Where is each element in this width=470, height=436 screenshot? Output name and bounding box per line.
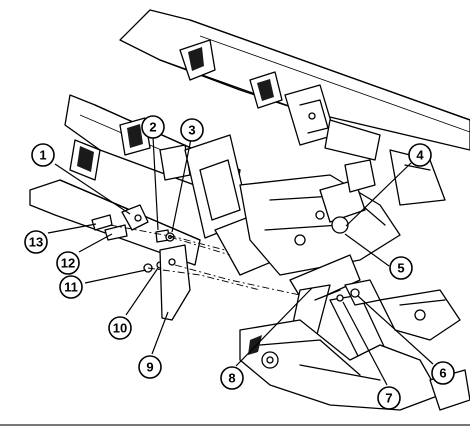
callout-9-label: 9: [146, 360, 153, 375]
callout-13-label: 13: [29, 235, 43, 250]
callout-1-label: 1: [39, 148, 46, 163]
callout-11: 11: [59, 275, 83, 299]
callout-6-label: 6: [439, 366, 446, 381]
callout-5-label: 5: [397, 261, 404, 276]
callout-3: 3: [180, 118, 204, 142]
callout-8-label: 8: [228, 371, 235, 386]
exploded-parts: [91, 204, 344, 321]
callout-8: 8: [220, 366, 244, 390]
alignment-lines: [109, 224, 301, 296]
callout-3-label: 3: [188, 123, 195, 138]
callout-11-label: 11: [64, 280, 78, 295]
cross-member: [239, 149, 446, 276]
callout-2-label: 2: [149, 120, 156, 135]
callout-4: 4: [408, 143, 432, 167]
bottom-rule: [0, 424, 470, 426]
callout-12-label: 12: [61, 256, 75, 271]
callout-1: 1: [31, 143, 55, 167]
callout-6: 6: [431, 361, 455, 385]
callout-7: 7: [377, 386, 401, 410]
callout-2: 2: [141, 115, 165, 139]
callout-4-label: 4: [416, 148, 424, 163]
callout-5: 5: [389, 256, 413, 280]
callout-12: 12: [56, 251, 80, 275]
callout-10: 10: [108, 316, 132, 340]
callout-13: 13: [24, 230, 48, 254]
callout-7-label: 7: [385, 391, 392, 406]
callout-10-label: 10: [113, 321, 127, 336]
pin-part: [336, 294, 344, 302]
plate-part: [159, 244, 191, 321]
upper-frame-rail: [119, 9, 470, 161]
leader-lines: [47, 136, 434, 386]
callout-9: 9: [138, 355, 162, 379]
